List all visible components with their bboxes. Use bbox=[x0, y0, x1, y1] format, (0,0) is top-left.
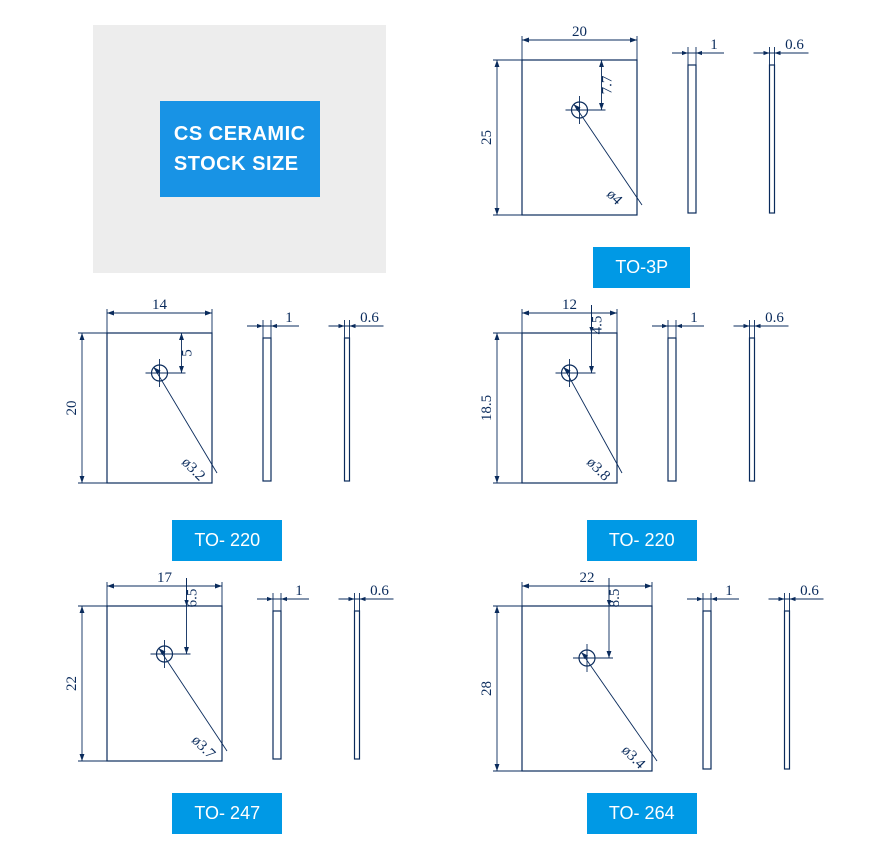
svg-text:1: 1 bbox=[296, 583, 304, 599]
drawing-to3p: 20 25 7.7 ø4 1 0.6 bbox=[457, 25, 827, 235]
svg-text:18.5: 18.5 bbox=[479, 395, 495, 421]
svg-text:0.6: 0.6 bbox=[785, 37, 804, 53]
label-to264: TO- 264 bbox=[587, 793, 697, 834]
svg-text:0.6: 0.6 bbox=[800, 583, 819, 599]
svg-text:6.5: 6.5 bbox=[185, 589, 201, 608]
svg-text:28: 28 bbox=[479, 681, 495, 696]
svg-text:8.5: 8.5 bbox=[607, 589, 623, 608]
svg-text:ø3.7: ø3.7 bbox=[188, 733, 218, 763]
label-to220a: TO- 220 bbox=[172, 520, 282, 561]
label-to3p: TO-3P bbox=[593, 247, 690, 288]
title-line1: CS CERAMIC bbox=[174, 119, 306, 149]
svg-text:ø3.4: ø3.4 bbox=[618, 743, 648, 773]
svg-text:ø4: ø4 bbox=[603, 187, 625, 209]
svg-text:4.5: 4.5 bbox=[589, 316, 605, 335]
label-to247: TO- 247 bbox=[172, 793, 282, 834]
svg-text:25: 25 bbox=[479, 130, 495, 145]
title-cell: CS CERAMIC STOCK SIZE bbox=[40, 25, 415, 288]
svg-text:0.6: 0.6 bbox=[370, 583, 389, 599]
drawing-to220b: 12 18.5 4.5 ø3.8 1 0.6 bbox=[457, 298, 827, 508]
svg-text:1: 1 bbox=[690, 310, 698, 326]
svg-text:0.6: 0.6 bbox=[360, 310, 379, 326]
title-inner: CS CERAMIC STOCK SIZE bbox=[160, 101, 320, 197]
svg-text:20: 20 bbox=[572, 25, 587, 40]
svg-text:0.6: 0.6 bbox=[765, 310, 784, 326]
svg-text:1: 1 bbox=[725, 583, 733, 599]
svg-text:20: 20 bbox=[64, 401, 80, 416]
drawing-to220a: 14 20 5 ø3.2 1 0.6 bbox=[42, 298, 412, 508]
part-cell-to220a: 14 20 5 ø3.2 1 0.6 TO- 220 bbox=[40, 298, 415, 561]
drawing-to264: 22 28 8.5 ø3.4 1 0.6 bbox=[457, 571, 827, 781]
svg-text:22: 22 bbox=[64, 676, 80, 691]
svg-text:ø3.2: ø3.2 bbox=[178, 455, 208, 485]
part-cell-to247: 17 22 6.5 ø3.7 1 0.6 TO- 247 bbox=[40, 571, 415, 834]
svg-text:7.7: 7.7 bbox=[599, 75, 615, 94]
svg-text:14: 14 bbox=[152, 298, 168, 313]
drawing-grid: CS CERAMIC STOCK SIZE 20 25 7.7 ø4 1 0.6 TO-3… bbox=[0, 0, 869, 844]
part-cell-to220b: 12 18.5 4.5 ø3.8 1 0.6 TO- 220 bbox=[455, 298, 830, 561]
part-cell-to3p: 20 25 7.7 ø4 1 0.6 TO-3P bbox=[455, 25, 830, 288]
svg-text:22: 22 bbox=[579, 571, 594, 586]
svg-text:1: 1 bbox=[710, 37, 718, 53]
svg-text:17: 17 bbox=[157, 571, 173, 586]
label-to220b: TO- 220 bbox=[587, 520, 697, 561]
svg-text:1: 1 bbox=[286, 310, 294, 326]
part-cell-to264: 22 28 8.5 ø3.4 1 0.6 TO- 264 bbox=[455, 571, 830, 834]
svg-text:12: 12 bbox=[562, 298, 577, 313]
drawing-to247: 17 22 6.5 ø3.7 1 0.6 bbox=[42, 571, 412, 781]
title-box: CS CERAMIC STOCK SIZE bbox=[93, 25, 386, 273]
title-line2: STOCK SIZE bbox=[174, 149, 306, 179]
svg-text:ø3.8: ø3.8 bbox=[583, 455, 613, 485]
svg-text:5: 5 bbox=[180, 349, 196, 357]
